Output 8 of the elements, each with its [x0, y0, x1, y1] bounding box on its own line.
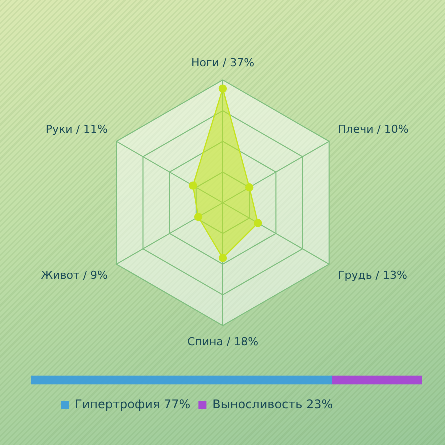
spoke-label: Руки / 11%: [46, 122, 108, 136]
spoke-label: Спина / 18%: [187, 335, 259, 348]
spoke-label: Живот / 9%: [41, 268, 108, 282]
spoke-label: Грудь / 13%: [338, 268, 408, 282]
legend-label: Гипертрофия 77%: [75, 398, 191, 412]
spoke-label: Плечи / 10%: [338, 122, 409, 136]
spoke-label: Ноги / 37%: [191, 56, 255, 70]
legend-label: Выносливость 23%: [212, 398, 334, 412]
